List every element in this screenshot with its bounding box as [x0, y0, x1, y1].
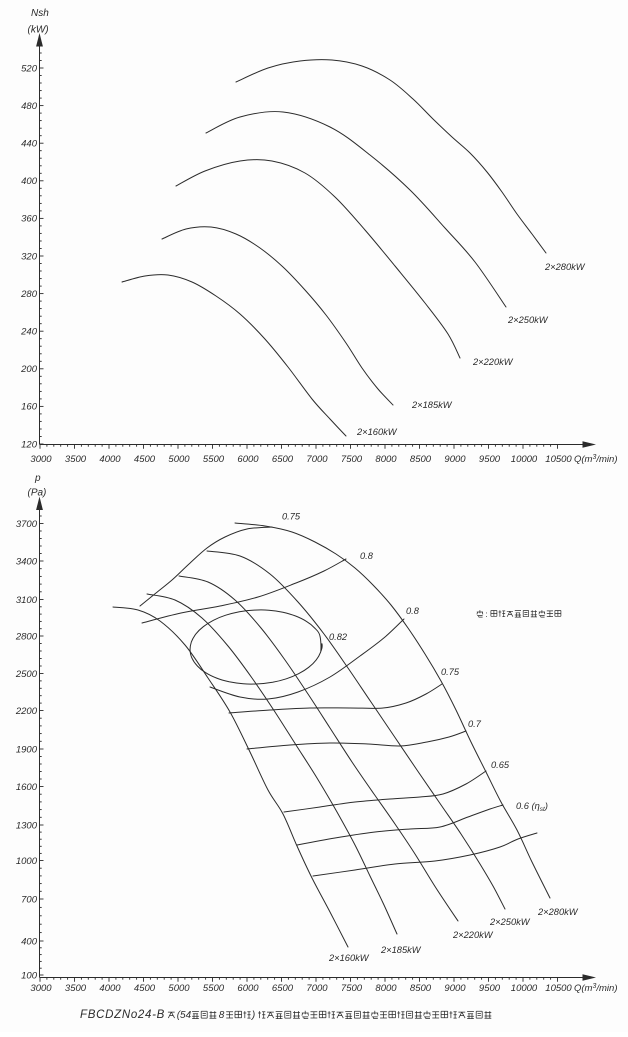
- svg-text:400: 400: [21, 936, 38, 947]
- svg-text:FBCDZNo24-B: FBCDZNo24-B: [80, 1009, 165, 1021]
- svg-text:Q(m3/min): Q(m3/min): [574, 983, 618, 994]
- svg-text:8: 8: [219, 1010, 225, 1021]
- svg-text:(54: (54: [177, 1010, 192, 1021]
- svg-text:(kW): (kW): [28, 25, 49, 36]
- svg-text:7500: 7500: [341, 983, 363, 994]
- svg-text:360: 360: [21, 214, 38, 225]
- svg-text:0.6 (ηst): 0.6 (ηst): [516, 801, 548, 813]
- svg-text:10500: 10500: [545, 983, 572, 994]
- svg-text:2×160kW: 2×160kW: [356, 427, 398, 437]
- svg-text:3000: 3000: [30, 983, 52, 994]
- svg-text:9000: 9000: [444, 454, 466, 465]
- svg-text:0.75: 0.75: [282, 512, 301, 522]
- svg-text:2×160kW: 2×160kW: [328, 953, 370, 963]
- svg-text:2×250kW: 2×250kW: [489, 917, 531, 927]
- svg-text:Q(m3/min): Q(m3/min): [574, 454, 618, 465]
- svg-text:1300: 1300: [16, 820, 38, 831]
- svg-text:0.82: 0.82: [329, 632, 348, 642]
- svg-text:2×280kW: 2×280kW: [544, 262, 586, 272]
- svg-text:120: 120: [21, 439, 38, 450]
- svg-text:160: 160: [21, 402, 38, 413]
- svg-text:5500: 5500: [203, 454, 225, 465]
- svg-text:3500: 3500: [65, 983, 87, 994]
- svg-text:4500: 4500: [134, 454, 156, 465]
- svg-text:400: 400: [21, 176, 38, 187]
- svg-text:8000: 8000: [375, 983, 397, 994]
- svg-text:2500: 2500: [15, 669, 38, 680]
- svg-text:10500: 10500: [545, 454, 572, 465]
- svg-text:p: p: [34, 473, 41, 484]
- svg-text:2×220kW: 2×220kW: [472, 357, 514, 367]
- svg-text:(Pa): (Pa): [28, 488, 47, 499]
- svg-text:6500: 6500: [272, 983, 294, 994]
- svg-text:280: 280: [20, 289, 38, 300]
- svg-text:4500: 4500: [134, 983, 156, 994]
- svg-text:0.7: 0.7: [468, 719, 482, 729]
- svg-text:3100: 3100: [16, 595, 38, 606]
- svg-text:3500: 3500: [65, 454, 87, 465]
- svg-text:5500: 5500: [203, 983, 225, 994]
- svg-text:200: 200: [20, 364, 38, 375]
- svg-text:1600: 1600: [16, 782, 38, 793]
- svg-text:9000: 9000: [444, 983, 466, 994]
- svg-text:9500: 9500: [479, 454, 501, 465]
- svg-text:5000: 5000: [168, 983, 190, 994]
- svg-text:480: 480: [21, 101, 38, 112]
- svg-text:320: 320: [21, 251, 38, 262]
- svg-text::: :: [486, 610, 488, 619]
- svg-text:0.8: 0.8: [406, 606, 420, 616]
- svg-text:8000: 8000: [375, 454, 397, 465]
- svg-text:0.8: 0.8: [360, 551, 374, 561]
- svg-text:): ): [251, 1010, 255, 1021]
- svg-text:0.75: 0.75: [441, 667, 460, 677]
- svg-text:2×185kW: 2×185kW: [411, 400, 453, 410]
- svg-text:1900: 1900: [16, 744, 38, 755]
- svg-text:10000: 10000: [511, 983, 538, 994]
- svg-text:Nsh: Nsh: [31, 8, 49, 19]
- svg-text:0.65: 0.65: [491, 760, 510, 770]
- svg-text:2×280kW: 2×280kW: [537, 907, 579, 917]
- svg-text:7500: 7500: [341, 454, 363, 465]
- svg-text:7000: 7000: [306, 983, 328, 994]
- svg-text:100: 100: [21, 970, 38, 981]
- svg-text:2800: 2800: [15, 631, 38, 642]
- svg-text:520: 520: [21, 63, 38, 74]
- svg-text:9500: 9500: [479, 983, 501, 994]
- svg-text:6500: 6500: [272, 454, 294, 465]
- svg-text:2200: 2200: [15, 706, 38, 717]
- svg-text:2×250kW: 2×250kW: [507, 315, 549, 325]
- svg-text:240: 240: [20, 327, 38, 338]
- svg-text:1000: 1000: [16, 856, 38, 867]
- svg-text:4000: 4000: [99, 983, 121, 994]
- svg-text:3400: 3400: [16, 556, 38, 567]
- svg-text:2×185kW: 2×185kW: [380, 945, 422, 955]
- svg-text:3000: 3000: [30, 454, 52, 465]
- svg-text:5000: 5000: [168, 454, 190, 465]
- svg-text:2×220kW: 2×220kW: [452, 930, 494, 940]
- svg-text:700: 700: [21, 894, 38, 905]
- svg-text:10000: 10000: [511, 454, 538, 465]
- svg-text:7000: 7000: [306, 454, 328, 465]
- svg-text:8500: 8500: [410, 983, 432, 994]
- svg-text:440: 440: [21, 139, 38, 150]
- svg-text:6000: 6000: [237, 983, 259, 994]
- svg-text:3700: 3700: [16, 519, 38, 530]
- svg-text:8500: 8500: [410, 454, 432, 465]
- svg-text:6000: 6000: [237, 454, 259, 465]
- svg-text:4000: 4000: [99, 454, 121, 465]
